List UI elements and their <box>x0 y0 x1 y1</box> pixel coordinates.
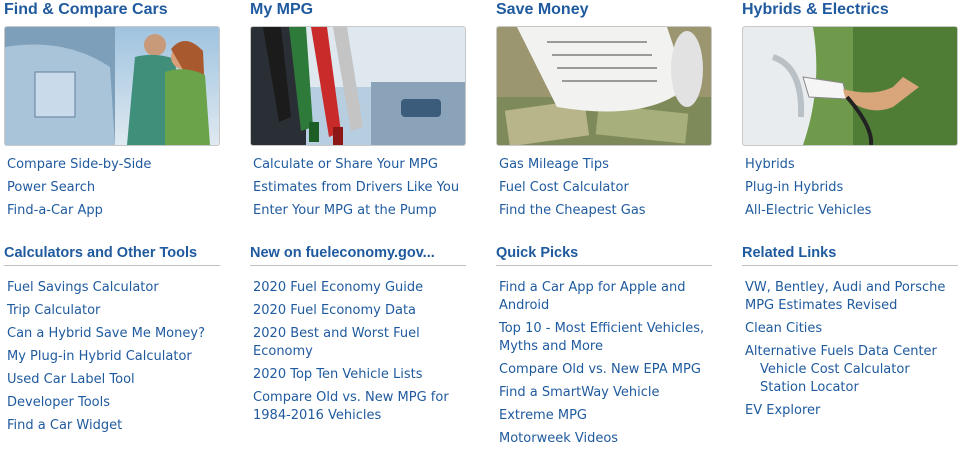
link-trip-calculator[interactable]: Trip Calculator <box>7 303 101 318</box>
heading-related-links[interactable]: Related Links <box>742 244 958 266</box>
link-motorweek-videos[interactable]: Motorweek Videos <box>499 431 619 446</box>
heading-find-compare-cars[interactable]: Find & Compare Cars <box>4 1 168 18</box>
link-fuel-cost-calculator[interactable]: Fuel Cost Calculator <box>499 180 629 195</box>
link-vehicle-cost-calculator[interactable]: Vehicle Cost Calculator <box>760 362 910 377</box>
hybrids-links: Hybrids Plug-in Hybrids All-Electric Veh… <box>745 156 961 225</box>
link-alternative-fuels-data-center[interactable]: Alternative Fuels Data Center <box>745 344 937 359</box>
link-used-car-label-tool[interactable]: Used Car Label Tool <box>7 372 135 387</box>
link-find-a-car-widget[interactable]: Find a Car Widget <box>7 418 123 433</box>
link-power-search[interactable]: Power Search <box>7 180 96 195</box>
link-hybrids[interactable]: Hybrids <box>745 157 795 172</box>
related-links: VW, Bentley, Audi and Porsche MPG Estima… <box>745 279 959 425</box>
find-compare-links: Compare Side-by-Side Power Search Find-a… <box>7 156 223 225</box>
calculators-links: Fuel Savings Calculator Trip Calculator … <box>7 279 221 440</box>
link-find-cheapest-gas[interactable]: Find the Cheapest Gas <box>499 203 646 218</box>
link-find-a-car-app[interactable]: Find-a-Car App <box>7 203 103 218</box>
link-station-locator[interactable]: Station Locator <box>760 380 859 395</box>
photo-couple-with-car[interactable] <box>4 26 220 146</box>
photo-fuel-pump-nozzles[interactable] <box>250 26 466 146</box>
link-smartway-vehicle[interactable]: Find a SmartWay Vehicle <box>499 385 660 400</box>
link-2020-fuel-economy-guide[interactable]: 2020 Fuel Economy Guide <box>253 280 424 295</box>
heading-quick-picks[interactable]: Quick Picks <box>496 244 712 266</box>
photo-ev-charging[interactable] <box>742 26 958 146</box>
heading-hybrids-electrics[interactable]: Hybrids & Electrics <box>742 1 889 18</box>
link-2020-best-worst[interactable]: 2020 Best and Worst Fuel Economy <box>253 326 420 359</box>
photo-receipt-money[interactable] <box>496 26 712 146</box>
link-2020-top-ten-lists[interactable]: 2020 Top Ten Vehicle Lists <box>253 367 423 382</box>
heading-calculators-tools[interactable]: Calculators and Other Tools <box>4 244 220 266</box>
link-calculate-share-mpg[interactable]: Calculate or Share Your MPG <box>253 157 438 172</box>
column-save-money: Save Money Gas Mileage Tips Fuel Cost Ca… <box>496 0 712 446</box>
link-plugin-hybrid-calculator[interactable]: My Plug-in Hybrid Calculator <box>7 349 192 364</box>
link-compare-side-by-side[interactable]: Compare Side-by-Side <box>7 157 152 172</box>
link-compare-old-new-mpg[interactable]: Compare Old vs. New MPG for 1984-2016 Ve… <box>253 390 449 423</box>
new-on-links: 2020 Fuel Economy Guide 2020 Fuel Econom… <box>253 279 467 430</box>
column-find-compare: Find & Compare Cars Compare Side-by-Side… <box>4 0 220 433</box>
heading-save-money[interactable]: Save Money <box>496 1 589 18</box>
heading-new-on-fueleconomy[interactable]: New on fueleconomy.gov... <box>250 244 466 266</box>
link-top-10-efficient[interactable]: Top 10 - Most Efficient Vehicles, Myths … <box>499 321 705 354</box>
column-hybrids-electrics: Hybrids & Electrics Hybrids Plug-in Hybr… <box>742 0 958 418</box>
link-hybrid-save-money[interactable]: Can a Hybrid Save Me Money? <box>7 326 205 341</box>
link-2020-fuel-economy-data[interactable]: 2020 Fuel Economy Data <box>253 303 417 318</box>
my-mpg-links: Calculate or Share Your MPG Estimates fr… <box>253 156 469 225</box>
link-gas-mileage-tips[interactable]: Gas Mileage Tips <box>499 157 609 172</box>
link-fuel-savings-calculator[interactable]: Fuel Savings Calculator <box>7 280 159 295</box>
quick-picks-links: Find a Car App for Apple and Android Top… <box>499 279 713 453</box>
link-enter-mpg-at-pump[interactable]: Enter Your MPG at the Pump <box>253 203 437 218</box>
link-all-electric-vehicles[interactable]: All-Electric Vehicles <box>745 203 872 218</box>
link-developer-tools[interactable]: Developer Tools <box>7 395 111 410</box>
link-compare-old-new-epa[interactable]: Compare Old vs. New EPA MPG <box>499 362 701 377</box>
link-clean-cities[interactable]: Clean Cities <box>745 321 823 336</box>
link-plugin-hybrids[interactable]: Plug-in Hybrids <box>745 180 844 195</box>
link-estimates-from-drivers[interactable]: Estimates from Drivers Like You <box>253 180 460 195</box>
link-extreme-mpg[interactable]: Extreme MPG <box>499 408 587 423</box>
heading-my-mpg[interactable]: My MPG <box>250 1 314 18</box>
link-find-a-car-app-apple-android[interactable]: Find a Car App for Apple and Android <box>499 280 686 313</box>
link-vw-bentley-audi-porsche[interactable]: VW, Bentley, Audi and Porsche MPG Estima… <box>745 280 946 313</box>
save-money-links: Gas Mileage Tips Fuel Cost Calculator Fi… <box>499 156 715 225</box>
column-my-mpg: My MPG Calculate or Share Your MPG Estim… <box>250 0 466 423</box>
link-ev-explorer[interactable]: EV Explorer <box>745 403 821 418</box>
